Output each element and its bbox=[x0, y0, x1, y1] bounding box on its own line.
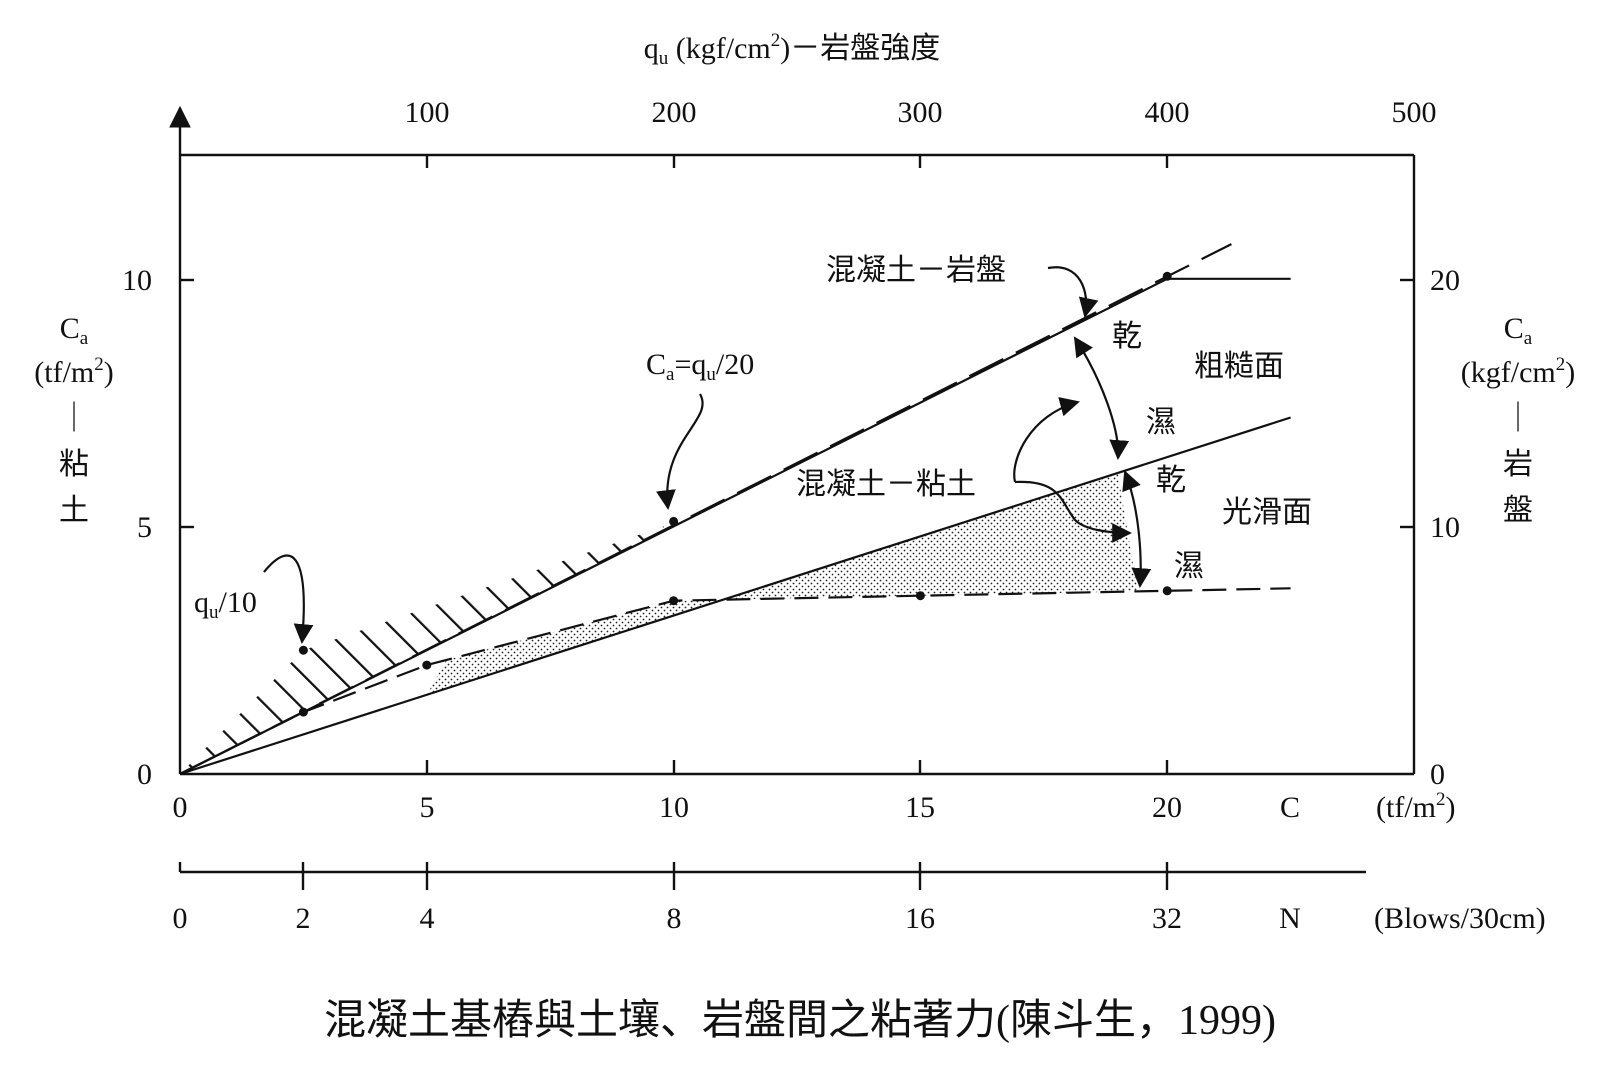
annotation-concrete-clay: 混凝土－粘土 bbox=[796, 468, 976, 501]
axis-ticks bbox=[178, 155, 1414, 890]
annotation-arrows bbox=[263, 266, 1152, 644]
arrow-ca-qu20 bbox=[656, 393, 704, 510]
top-tick-label: 200 bbox=[652, 96, 697, 129]
left-tick-label: 0 bbox=[137, 758, 152, 791]
top-tick-label: 400 bbox=[1145, 96, 1190, 129]
spt-tick-label: 2 bbox=[296, 902, 311, 935]
top-tick-label: 100 bbox=[405, 96, 450, 129]
annotation-clay-wet: 濕 bbox=[1174, 550, 1204, 583]
annotation-rock-wet: 濕 bbox=[1146, 406, 1176, 439]
spt-tick-label: 8 bbox=[667, 902, 682, 935]
svg-text:(tf/m2): (tf/m2) bbox=[34, 354, 114, 389]
annotations: 混凝土－岩盤 Ca=qu/20 qu/10 混凝土－粘土 乾 粗糙面 濕 乾 光… bbox=[194, 254, 1312, 623]
annotation-ca-qu20: Ca=qu/20 bbox=[646, 348, 754, 385]
svg-text:｜: ｜ bbox=[1503, 402, 1533, 435]
spt-tick-labels: 0 2 4 8 16 32 N (Blows/30cm) bbox=[173, 902, 1546, 935]
data-point-marker bbox=[1162, 586, 1172, 596]
data-point-marker bbox=[669, 516, 679, 526]
left-y-axis-label: Ca (tf/m2) ｜ 粘 土 bbox=[34, 312, 114, 527]
arrow-qu10 bbox=[263, 554, 314, 644]
data-point-marker bbox=[422, 660, 432, 670]
annotation-concrete-rock: 混凝土－岩盤 bbox=[826, 254, 1006, 287]
svg-text:盤: 盤 bbox=[1503, 494, 1533, 527]
svg-text:土: 土 bbox=[59, 494, 89, 527]
top-axis-title: qu (kgf/cm2)－岩盤強度 bbox=[644, 30, 940, 69]
svg-text:｜: ｜ bbox=[59, 402, 89, 435]
data-point-marker bbox=[298, 707, 308, 717]
bottom-tick-label: 0 bbox=[173, 791, 188, 824]
series-concrete-clay-solid bbox=[179, 416, 1291, 776]
right-tick-label: 10 bbox=[1430, 511, 1460, 544]
bottom-tick-label: 15 bbox=[905, 791, 935, 824]
bottom-axis-symbol: C bbox=[1280, 791, 1300, 824]
bottom-tick-label: 10 bbox=[659, 791, 689, 824]
data-point-marker bbox=[915, 591, 925, 601]
spt-axis-unit: (Blows/30cm) bbox=[1374, 902, 1546, 935]
bottom-tick-label: 5 bbox=[420, 791, 435, 824]
spt-tick-label: 0 bbox=[173, 902, 188, 935]
svg-text:Ca: Ca bbox=[60, 312, 89, 349]
spt-tick-label: 4 bbox=[420, 902, 435, 935]
top-tick-label: 300 bbox=[898, 96, 943, 129]
arrow-clay-down bbox=[1014, 480, 1132, 543]
right-y-axis-label: Ca (kgf/cm2) ｜ 岩 盤 bbox=[1461, 312, 1575, 527]
svg-text:岩: 岩 bbox=[1503, 448, 1533, 481]
svg-text:Ca: Ca bbox=[1504, 312, 1533, 349]
right-tick-labels: 0 10 20 bbox=[1430, 264, 1460, 791]
right-tick-label: 20 bbox=[1430, 264, 1460, 297]
chart-title: 混凝土基樁與土壤、岩盤間之粘著力(陳斗生，1999) bbox=[324, 997, 1276, 1044]
spt-axis-symbol: N bbox=[1279, 902, 1301, 935]
data-point-marker bbox=[1162, 271, 1172, 281]
spt-tick-label: 32 bbox=[1152, 902, 1182, 935]
annotation-smooth: 光滑面 bbox=[1222, 496, 1312, 529]
data-markers bbox=[298, 271, 1172, 717]
top-tick-labels: 100 200 300 400 500 bbox=[405, 96, 1437, 129]
annotation-qu10: qu/10 bbox=[194, 586, 257, 623]
svg-text:(kgf/cm2): (kgf/cm2) bbox=[1461, 354, 1575, 389]
top-tick-label: 500 bbox=[1392, 96, 1437, 129]
left-tick-labels: 0 5 10 bbox=[122, 264, 152, 791]
annotation-rough: 粗糙面 bbox=[1194, 350, 1284, 383]
svg-text:粘: 粘 bbox=[59, 448, 89, 481]
annotation-clay-dry: 乾 bbox=[1156, 464, 1186, 497]
arrow-clay-up bbox=[1013, 397, 1080, 483]
bottom-tick-labels: 0 5 10 15 20 C (tf/m2) bbox=[173, 789, 1456, 824]
arrow-clay-dry-wet bbox=[1122, 470, 1152, 588]
arrow-rock-dry-wet bbox=[1073, 336, 1130, 460]
series-concrete-rock-dashed bbox=[179, 243, 1232, 775]
bottom-tick-label: 20 bbox=[1152, 791, 1182, 824]
arrow-concrete-rock bbox=[1047, 266, 1099, 318]
left-tick-label: 5 bbox=[137, 511, 152, 544]
data-point-marker bbox=[298, 645, 308, 655]
stippled-region-clay bbox=[426, 472, 1138, 695]
left-tick-label: 10 bbox=[122, 264, 152, 297]
bottom-axis-unit: (tf/m2) bbox=[1376, 789, 1456, 824]
spt-tick-label: 16 bbox=[905, 902, 935, 935]
right-tick-label: 0 bbox=[1430, 758, 1445, 791]
data-point-marker bbox=[669, 596, 679, 606]
axes bbox=[169, 105, 1416, 874]
annotation-rock-dry: 乾 bbox=[1112, 320, 1142, 353]
